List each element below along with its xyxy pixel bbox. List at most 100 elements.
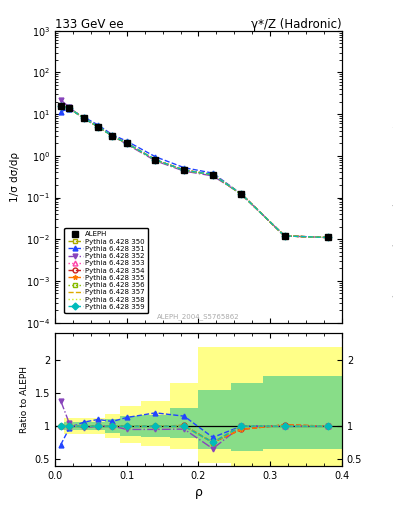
Pythia 6.428 351 [67, 105, 72, 112]
Pythia 6.428 354 [81, 115, 86, 121]
Pythia 6.428 357 [182, 167, 187, 174]
Pythia 6.428 352 [182, 168, 187, 174]
Pythia 6.428 355 [153, 157, 158, 163]
ALEPH [59, 102, 63, 109]
Line: Pythia 6.428 351: Pythia 6.428 351 [58, 106, 330, 240]
Pythia 6.428 357 [59, 103, 63, 109]
Pythia 6.428 352 [96, 123, 101, 130]
Pythia 6.428 356 [96, 123, 101, 130]
Y-axis label: Ratio to ALEPH: Ratio to ALEPH [20, 366, 29, 433]
Pythia 6.428 350 [282, 233, 287, 239]
X-axis label: ρ: ρ [195, 486, 202, 499]
Pythia 6.428 353 [125, 140, 129, 146]
Line: ALEPH: ALEPH [57, 102, 331, 241]
Pythia 6.428 350 [110, 133, 115, 139]
Pythia 6.428 356 [67, 105, 72, 111]
Pythia 6.428 356 [153, 157, 158, 163]
Pythia 6.428 354 [96, 123, 101, 130]
Pythia 6.428 353 [110, 133, 115, 139]
Pythia 6.428 356 [125, 140, 129, 146]
Pythia 6.428 356 [239, 191, 244, 197]
Pythia 6.428 355 [96, 123, 101, 130]
Pythia 6.428 351 [153, 154, 158, 160]
Pythia 6.428 351 [125, 138, 129, 144]
Legend: ALEPH, Pythia 6.428 350, Pythia 6.428 351, Pythia 6.428 352, Pythia 6.428 353, P: ALEPH, Pythia 6.428 350, Pythia 6.428 35… [64, 228, 148, 313]
Pythia 6.428 358 [325, 234, 330, 241]
Line: Pythia 6.428 353: Pythia 6.428 353 [58, 104, 330, 240]
Pythia 6.428 355 [67, 105, 72, 111]
Pythia 6.428 350 [96, 123, 101, 130]
Pythia 6.428 356 [282, 233, 287, 239]
Pythia 6.428 355 [110, 133, 115, 139]
Pythia 6.428 358 [211, 172, 215, 178]
Pythia 6.428 359 [239, 191, 244, 197]
Pythia 6.428 356 [59, 103, 63, 109]
Pythia 6.428 354 [125, 140, 129, 146]
Line: Pythia 6.428 357: Pythia 6.428 357 [61, 106, 328, 238]
Pythia 6.428 352 [325, 234, 330, 241]
Pythia 6.428 355 [282, 233, 287, 239]
ALEPH [110, 133, 115, 139]
Pythia 6.428 357 [282, 233, 287, 239]
Pythia 6.428 357 [125, 140, 129, 146]
ALEPH [325, 234, 330, 241]
Pythia 6.428 350 [325, 234, 330, 241]
Pythia 6.428 358 [81, 115, 86, 121]
Pythia 6.428 354 [67, 105, 72, 111]
Pythia 6.428 355 [59, 103, 63, 109]
Pythia 6.428 359 [59, 103, 63, 109]
Line: Pythia 6.428 350: Pythia 6.428 350 [58, 104, 330, 240]
Pythia 6.428 356 [182, 167, 187, 174]
Pythia 6.428 350 [211, 172, 215, 178]
Pythia 6.428 351 [211, 170, 215, 176]
Pythia 6.428 351 [325, 234, 330, 241]
Line: Pythia 6.428 354: Pythia 6.428 354 [58, 104, 330, 240]
Pythia 6.428 354 [153, 157, 158, 163]
Pythia 6.428 358 [59, 103, 63, 109]
Pythia 6.428 356 [211, 172, 215, 178]
ALEPH [81, 115, 86, 121]
ALEPH [153, 157, 158, 163]
Pythia 6.428 355 [182, 167, 187, 173]
Pythia 6.428 353 [81, 115, 86, 121]
Pythia 6.428 353 [96, 123, 101, 130]
Pythia 6.428 354 [282, 233, 287, 239]
ALEPH [211, 172, 215, 178]
Pythia 6.428 353 [67, 105, 72, 111]
Line: Pythia 6.428 355: Pythia 6.428 355 [58, 104, 330, 240]
Pythia 6.428 359 [96, 123, 101, 130]
Pythia 6.428 354 [182, 167, 187, 173]
Pythia 6.428 359 [325, 234, 330, 241]
Pythia 6.428 354 [239, 191, 244, 197]
Line: Pythia 6.428 358: Pythia 6.428 358 [61, 106, 328, 238]
Pythia 6.428 350 [67, 105, 72, 111]
Pythia 6.428 358 [153, 157, 158, 163]
Pythia 6.428 358 [239, 191, 244, 197]
Pythia 6.428 358 [125, 140, 129, 146]
Pythia 6.428 352 [110, 133, 115, 139]
Pythia 6.428 351 [110, 132, 115, 138]
Pythia 6.428 351 [96, 122, 101, 128]
Pythia 6.428 357 [81, 115, 86, 121]
Pythia 6.428 358 [96, 123, 101, 130]
Pythia 6.428 359 [153, 157, 158, 163]
Pythia 6.428 357 [325, 234, 330, 241]
Y-axis label: 1/σ dσ/dρ: 1/σ dσ/dρ [10, 152, 20, 202]
Pythia 6.428 354 [59, 103, 63, 109]
Pythia 6.428 354 [325, 234, 330, 241]
Pythia 6.428 352 [211, 173, 215, 179]
Text: 133 GeV ee: 133 GeV ee [55, 18, 124, 31]
Pythia 6.428 353 [282, 233, 287, 239]
Pythia 6.428 350 [182, 167, 187, 174]
Pythia 6.428 355 [325, 234, 330, 241]
Pythia 6.428 353 [325, 234, 330, 241]
Pythia 6.428 359 [182, 167, 187, 174]
Pythia 6.428 353 [153, 157, 158, 163]
Pythia 6.428 358 [182, 167, 187, 174]
ALEPH [96, 123, 101, 130]
Pythia 6.428 353 [239, 191, 244, 197]
Text: mcplots.cern.ch [arXiv:1306.3436]: mcplots.cern.ch [arXiv:1306.3436] [391, 195, 393, 296]
Pythia 6.428 352 [67, 104, 72, 111]
Pythia 6.428 350 [81, 115, 86, 121]
Pythia 6.428 357 [67, 105, 72, 111]
